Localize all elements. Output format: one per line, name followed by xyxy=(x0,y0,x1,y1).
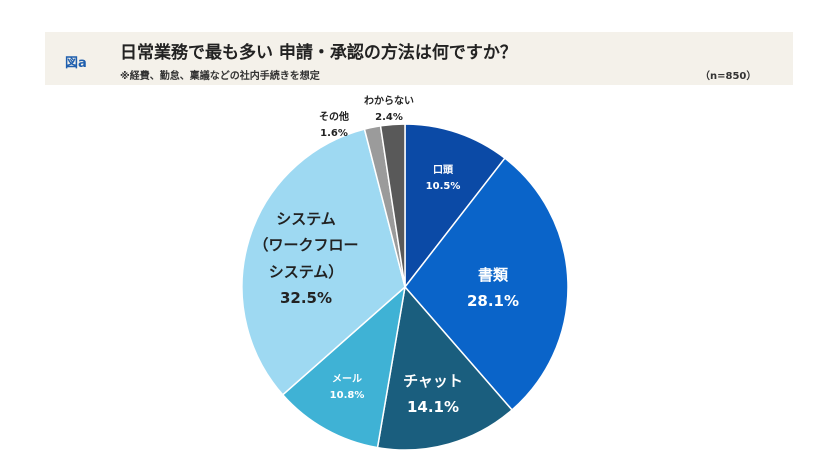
pie-slice-1 xyxy=(404,157,569,412)
pie-slice-0 xyxy=(404,123,506,290)
label-unknown: わからない 2.4% xyxy=(364,96,414,123)
label-other: その他 1.6% xyxy=(319,112,349,139)
label-mail: メール 10.8% xyxy=(329,374,365,401)
header-band xyxy=(45,32,793,85)
pie-slice-2 xyxy=(376,285,514,451)
figure-label: 図a xyxy=(65,56,87,71)
label-chat: チャット 14.1% xyxy=(403,372,463,417)
label-system: システム （ワークフロー システム） 32.5% xyxy=(253,210,359,307)
sample-size: （n=850） xyxy=(700,71,757,82)
pie-slice-4 xyxy=(241,128,406,396)
chart-subtitle: ※経費、勤怠、稟議などの社内手続きを想定 xyxy=(120,71,320,82)
chart-title: 日常業務で最も多い 申請・承認の方法は何ですか？ xyxy=(120,43,517,63)
label-kotou: 口頭 10.5% xyxy=(425,165,461,192)
pie-slice-6 xyxy=(379,123,406,288)
pie-slice-3 xyxy=(281,285,407,449)
label-shorui: 書類 28.1% xyxy=(466,266,520,311)
